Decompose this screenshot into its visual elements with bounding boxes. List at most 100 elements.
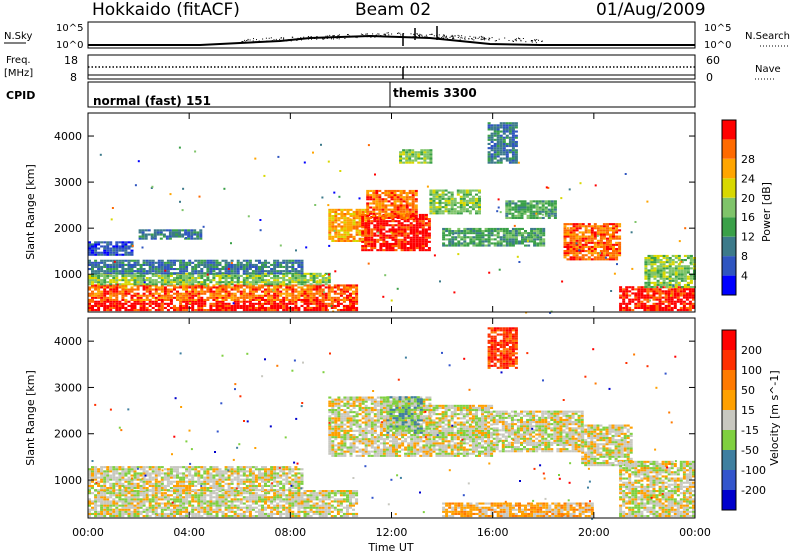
data-cell <box>402 212 406 215</box>
data-cell <box>148 508 152 511</box>
data-cell <box>400 226 404 229</box>
data-cell <box>115 286 119 289</box>
data-cell <box>118 290 122 293</box>
data-cell <box>373 240 377 243</box>
data-cell <box>91 272 94 275</box>
data-cell <box>160 279 164 282</box>
data-cell <box>109 502 113 505</box>
data-cell <box>505 238 509 241</box>
data-cell <box>148 506 152 509</box>
data-cell <box>160 306 164 309</box>
data-cell <box>182 259 186 262</box>
data-cell <box>130 502 134 505</box>
data-cell <box>197 259 201 262</box>
data-cell <box>306 272 310 275</box>
data-cell <box>185 500 189 503</box>
data-cell <box>670 288 674 291</box>
data-cell <box>411 192 415 195</box>
data-cell <box>168 235 172 238</box>
data-cell <box>324 296 328 299</box>
noise-dot <box>516 38 517 40</box>
data-cell <box>124 309 128 312</box>
data-cell <box>487 136 491 139</box>
data-cell <box>130 268 134 271</box>
data-cell <box>333 300 337 303</box>
data-cell <box>644 265 648 268</box>
data-cell <box>179 259 183 262</box>
data-cell <box>647 269 651 272</box>
data-cell <box>160 294 164 297</box>
data-cell <box>391 234 395 237</box>
data-cell <box>91 270 94 273</box>
data-cell <box>346 227 350 230</box>
data-cell <box>644 267 648 270</box>
data-cell <box>487 147 491 150</box>
data-cell <box>575 250 579 253</box>
data-cell <box>406 220 410 223</box>
data-cell <box>221 306 225 309</box>
data-cell <box>194 309 198 312</box>
data-cell <box>187 231 191 234</box>
data-cell <box>157 263 161 266</box>
data-cell <box>97 290 101 293</box>
data-cell <box>209 272 213 275</box>
data-cell <box>602 235 606 238</box>
data-cell <box>160 265 164 268</box>
data-cell <box>333 292 337 295</box>
data-cell <box>358 237 362 240</box>
data-cell <box>394 216 398 219</box>
data-cell <box>142 288 146 291</box>
data-cell <box>273 284 277 287</box>
data-cell <box>333 296 337 299</box>
data-cell <box>349 213 353 216</box>
data-cell <box>94 510 98 513</box>
data-cell <box>625 294 629 297</box>
data-cell <box>682 300 686 303</box>
data-cell <box>475 201 478 204</box>
data-cell <box>127 281 131 284</box>
data-cell <box>151 300 155 303</box>
data-cell <box>288 272 292 275</box>
data-cell <box>190 231 194 234</box>
data-cell <box>508 132 512 135</box>
data-cell <box>148 494 152 497</box>
data-cell <box>224 279 228 282</box>
data-cell <box>142 306 146 309</box>
data-cell <box>328 221 332 224</box>
data-cell <box>423 161 427 164</box>
noise-dot <box>301 39 302 41</box>
data-cell <box>115 270 119 273</box>
data-cell <box>148 283 152 286</box>
data-cell <box>127 502 131 505</box>
data-cell <box>309 302 313 305</box>
data-cell <box>130 251 134 254</box>
data-cell <box>442 227 446 230</box>
data-cell <box>602 225 606 228</box>
noise-dot <box>531 41 533 43</box>
data-cell <box>145 508 149 511</box>
data-cell <box>160 286 164 289</box>
noise-dot <box>391 33 393 35</box>
data-cell <box>215 261 219 264</box>
data-cell <box>459 204 463 207</box>
data-cell <box>248 286 252 289</box>
data-cell <box>609 252 612 255</box>
data-cell <box>261 268 264 271</box>
data-cell <box>288 279 292 282</box>
data-cell <box>276 261 280 264</box>
data-cell <box>318 284 322 287</box>
data-cell <box>435 210 439 213</box>
data-cell <box>163 298 167 301</box>
data-cell <box>411 161 415 164</box>
data-cell <box>91 261 94 264</box>
data-cell <box>100 504 104 507</box>
data-cell <box>315 274 319 277</box>
data-cell <box>606 231 609 234</box>
data-cell <box>679 292 683 295</box>
data-cell <box>142 300 146 303</box>
data-cell <box>136 279 140 282</box>
data-cell <box>303 288 307 291</box>
data-cell <box>622 288 626 291</box>
data-cell <box>169 288 173 291</box>
data-cell <box>502 122 506 125</box>
